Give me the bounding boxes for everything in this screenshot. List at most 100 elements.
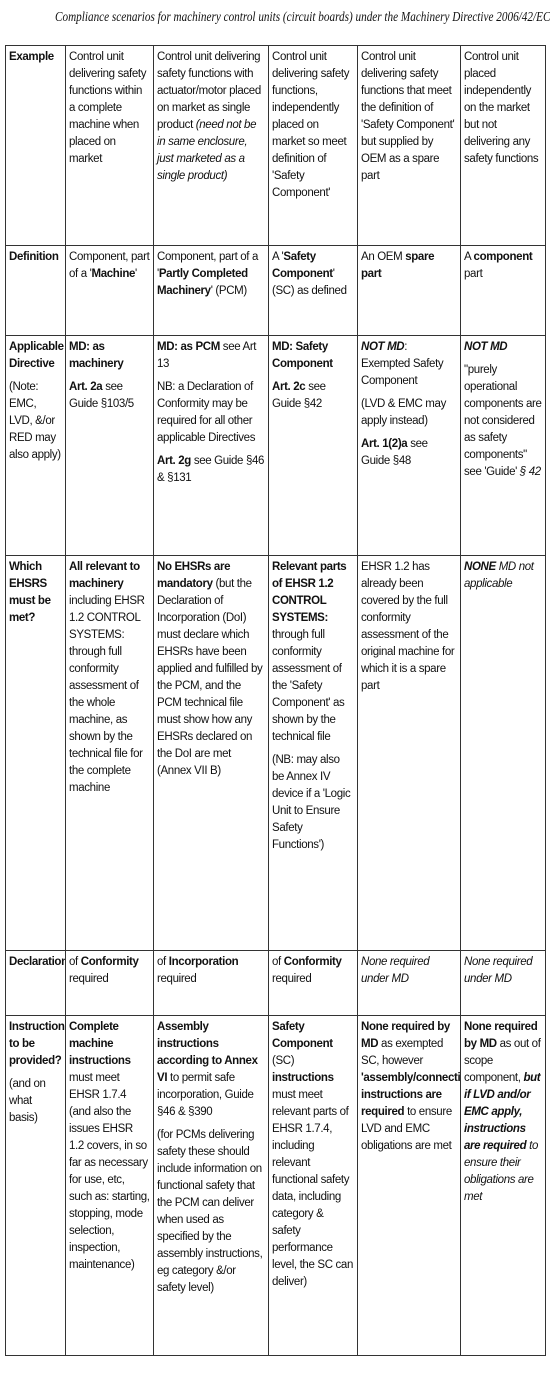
table-cell: NOT MD "purely operational components are… — [460, 335, 546, 556]
text-run: No EHSRs are mandatory — [157, 561, 231, 590]
text-run: but if LVD and/or EMC apply, instruction… — [464, 1072, 541, 1152]
text-run: (but the Declaration of Incorporation (D… — [157, 578, 263, 777]
paragraph: Art. 2a see Guide §103/5 — [69, 379, 150, 413]
paragraph: NOT MD: Exempted Safety Component — [361, 339, 457, 390]
text-run: NB: a Declaration of Conformity may be r… — [157, 381, 256, 444]
paragraph: All relevant to machinery including EHSR… — [69, 559, 150, 797]
paragraph: of Conformity required — [69, 954, 150, 988]
table-cell: All relevant to machinery including EHSR… — [65, 555, 154, 951]
text-run: ' — [135, 268, 137, 280]
table-cell: EHSR 1.2 has already been covered by the… — [357, 555, 461, 951]
table-cell: of Incorporation required — [153, 950, 269, 1016]
table-cell: MD: as PCM see Art 13 NB: a Declaration o… — [153, 335, 269, 556]
paragraph: Control unit delivering safety functions… — [361, 49, 457, 185]
text-run: Art. 2c — [272, 381, 306, 393]
text-run: Art. 2a — [69, 381, 103, 393]
paragraph: EHSR 1.2 has already been covered by the… — [361, 559, 457, 695]
text-run: None required under MD — [361, 956, 430, 985]
text-run: (Note: EMC, LVD, &/or RED may also apply… — [9, 381, 61, 461]
row-header-cell: Applicable Directive (Note: EMC, LVD, &/o… — [5, 335, 66, 556]
paragraph: MD: as PCM see Art 13 — [157, 339, 265, 373]
paragraph: Example — [9, 49, 62, 66]
paragraph: (LVD & EMC may apply instead) — [361, 396, 457, 430]
table-cell: A 'Safety Component' (SC) as defined — [268, 245, 358, 336]
paragraph: No EHSRs are mandatory (but the Declarat… — [157, 559, 265, 780]
text-run: An OEM — [361, 251, 406, 263]
table-cell: of Conformity required — [65, 950, 154, 1016]
text-run: component — [473, 251, 533, 263]
compliance-table: Example Control unit delivering safety fu… — [5, 45, 546, 1356]
text-run: Example — [9, 51, 54, 63]
text-run: Complete machine instructions — [69, 1021, 131, 1067]
text-run: (NB: may also be Annex IV device if a 'L… — [272, 754, 351, 851]
table-cell: None required by MD as out of scope comp… — [460, 1015, 546, 1356]
table-cell: Component, part of a 'Partly Completed M… — [153, 245, 269, 336]
paragraph: NB: a Declaration of Conformity may be r… — [157, 379, 265, 447]
paragraph: Definition — [9, 249, 62, 266]
text-run: Declaration — [9, 956, 66, 968]
paragraph: A 'Safety Component' (SC) as defined — [272, 249, 354, 300]
text-run: Control unit delivering safety functions… — [157, 51, 261, 131]
table-row: Applicable Directive (Note: EMC, LVD, &/o… — [5, 335, 546, 556]
text-run: (need not be in same enclosure, just mar… — [157, 119, 257, 182]
paragraph: None required by MD as out of scope comp… — [464, 1019, 542, 1206]
text-run: Art. 2g — [157, 455, 191, 467]
text-run: NOT MD — [464, 341, 508, 353]
table-row: Declaration of Conformity required of Inco… — [5, 950, 546, 1016]
paragraph: Component, part of a 'Partly Completed M… — [157, 249, 265, 300]
text-run: Safety Component — [272, 251, 333, 280]
text-run: Definition — [9, 251, 59, 263]
paragraph: MD: Safety Component — [272, 339, 354, 373]
paragraph: Art. 2c see Guide §42 — [272, 379, 354, 413]
text-run: § 42 — [519, 466, 541, 478]
table-row: Instructions to be provided? (and on what… — [5, 1015, 546, 1356]
row-header-cell: Declaration — [5, 950, 66, 1016]
text-run: required — [157, 973, 197, 985]
text-run: ' (PCM) — [210, 285, 248, 297]
text-run: (SC) — [272, 1055, 295, 1067]
table-body: Example Control unit delivering safety fu… — [5, 45, 546, 1356]
text-run: to ensure their obligations are met — [464, 1140, 539, 1203]
table-cell: Component, part of a 'Machine' — [65, 245, 154, 336]
text-run: as exempted SC, however — [361, 1038, 444, 1067]
table-cell: Control unit delivering safety functions… — [268, 45, 358, 246]
paragraph: Art. 1(2)a see Guide §48 — [361, 436, 457, 470]
paragraph: A component part — [464, 249, 542, 283]
text-run: (LVD & EMC may apply instead) — [361, 398, 446, 427]
text-run: see Guide §46 & §131 — [157, 455, 265, 484]
text-run: NONE — [464, 561, 496, 573]
text-run: MD not applicable — [464, 561, 534, 590]
text-run: spare part — [361, 251, 435, 280]
paragraph: Safety Component (SC) instructions must … — [272, 1019, 354, 1291]
paragraph: NONE MD not applicable — [464, 559, 542, 593]
table-cell: Relevant parts of EHSR 1.2 CONTROL SYSTE… — [268, 555, 358, 951]
paragraph: (for PCMs delivering safety these should… — [157, 1127, 265, 1297]
paragraph: of Conformity required — [272, 954, 354, 988]
text-run: instructions — [272, 1072, 334, 1084]
text-run: required — [272, 973, 312, 985]
text-run: of — [272, 956, 284, 968]
text-run: Incorporation — [168, 956, 239, 968]
text-run: Machine — [91, 268, 136, 280]
table-row: Example Control unit delivering safety fu… — [5, 45, 546, 246]
text-run: MD: as PCM — [157, 341, 220, 353]
table-cell: NOT MD: Exempted Safety Component (LVD & … — [357, 335, 461, 556]
text-run: : Exempted Safety Component — [361, 341, 444, 387]
text-run: Component, part of a ' — [69, 251, 150, 280]
paragraph: None required under MD — [464, 954, 542, 988]
text-run: required — [69, 973, 109, 985]
table-cell: MD: as machinery Art. 2a see Guide §103/5 — [65, 335, 154, 556]
table-cell: An OEM spare part — [357, 245, 461, 336]
table-row: Definition Component, part of a 'Machine'… — [5, 245, 546, 336]
text-run: Conformity — [80, 956, 139, 968]
title: Compliance scenarios for machinery contr… — [55, 10, 550, 25]
text-run: A — [464, 251, 474, 263]
text-run: Control unit delivering safety functions… — [69, 51, 147, 165]
text-run: Applicable Directive — [9, 341, 64, 370]
text-run: A ' — [272, 251, 284, 263]
text-run: (and on what basis) — [9, 1078, 46, 1124]
text-run: ' (SC) as defined — [272, 268, 347, 297]
table-row: Which EHSRS must be met? All relevant to … — [5, 555, 546, 951]
text-run: Control unit delivering safety functions… — [272, 51, 350, 199]
text-run: to permit safe incorporation, Guide §46 … — [157, 1072, 254, 1118]
